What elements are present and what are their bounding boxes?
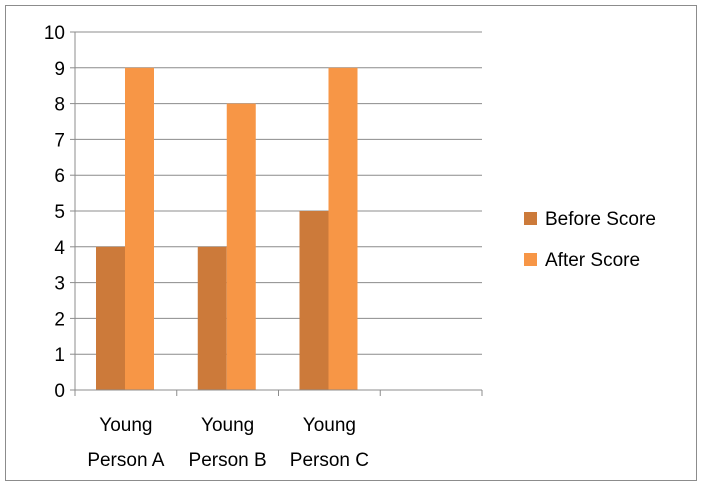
legend: Before Score After Score [524,209,656,271]
legend-label: After Score [545,250,640,271]
x-tick-label: Young [201,415,254,436]
y-tick-labels: 0 1 2 3 4 5 6 7 8 9 10 [44,23,66,402]
x-tick-labels: Young Person A Young Person B Young Person C [87,415,369,471]
y-tick-label: 1 [54,345,65,366]
y-tick-label: 9 [54,59,65,80]
y-tick-label: 4 [54,238,65,259]
x-tick-label: Person B [189,450,267,471]
y-tick-label: 5 [54,202,65,223]
bars [96,67,358,391]
bar [197,246,227,390]
y-tick-label: 6 [54,166,65,187]
y-tick-label: 2 [54,309,65,330]
legend-swatch [524,253,537,266]
x-tick-label: Young [99,415,152,436]
y-tick-label: 7 [54,130,65,151]
bar [226,103,256,390]
x-tick-label: Young [303,415,356,436]
legend-swatch [524,212,537,225]
bar [125,67,154,391]
y-tick-label: 8 [54,95,65,116]
bar [328,67,358,391]
bar [299,211,329,390]
y-tick-label: 3 [54,274,65,295]
x-tick-label: Person C [290,450,369,471]
bar [96,246,125,390]
y-tick-label: 10 [44,23,65,44]
x-tick-label: Person A [87,450,164,471]
axes [70,31,483,396]
legend-label: Before Score [545,209,656,230]
y-tick-label: 0 [54,381,65,402]
